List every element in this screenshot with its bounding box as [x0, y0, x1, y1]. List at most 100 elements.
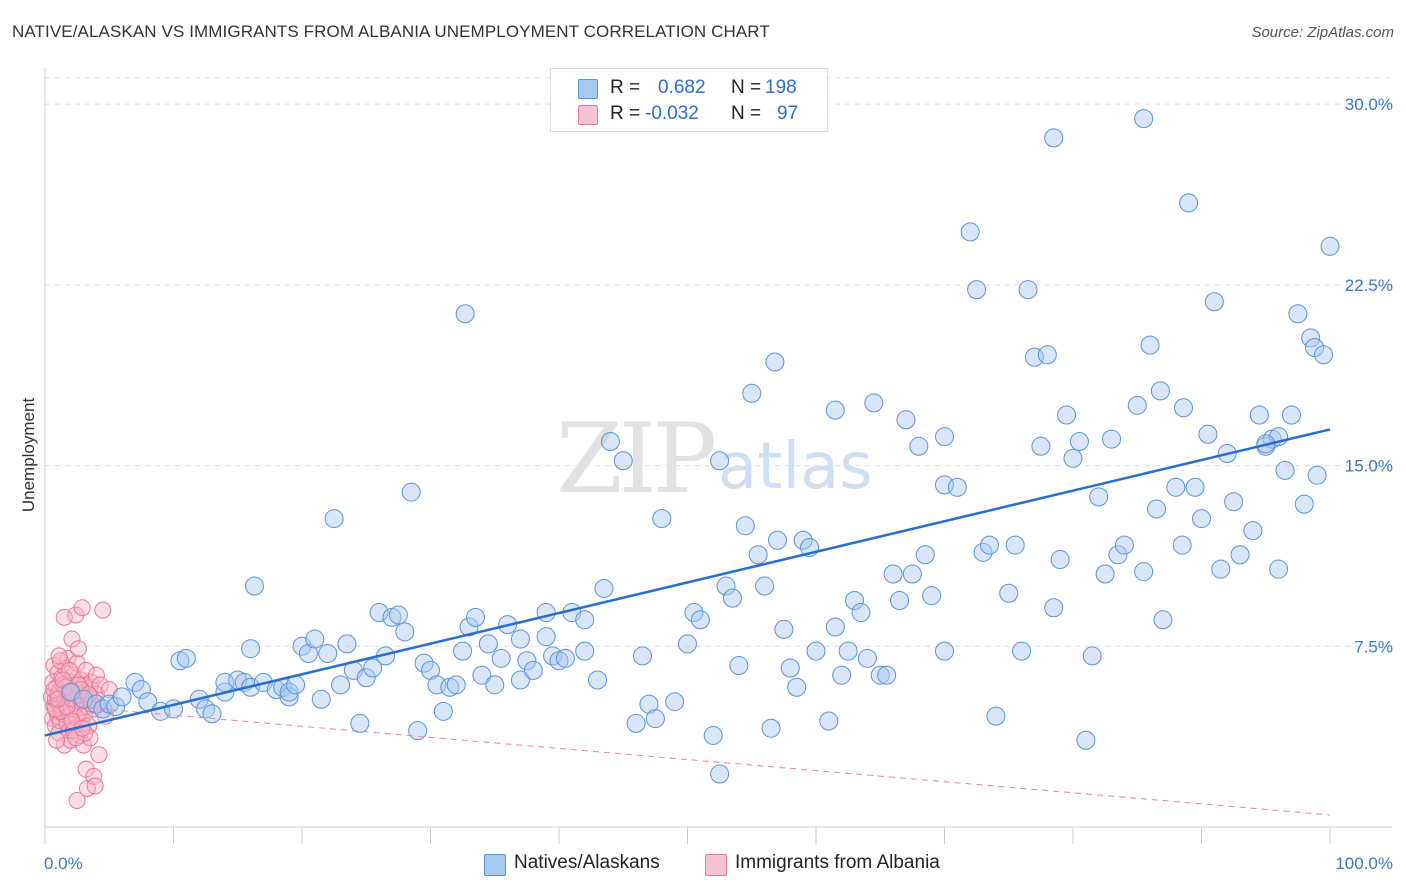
- blue-data-point: [845, 591, 865, 611]
- blue-data-point: [485, 675, 505, 695]
- blue-data-point: [331, 675, 351, 695]
- blue-data-point: [909, 436, 929, 456]
- blue-data-point: [279, 687, 299, 707]
- blue-data-point: [1134, 109, 1154, 129]
- blue-data-point: [1089, 487, 1109, 507]
- blue-data-point: [1294, 494, 1314, 514]
- blue-data-point: [678, 634, 697, 654]
- blue-data-point: [112, 687, 132, 707]
- blue-data-point: [710, 764, 730, 784]
- blue-data-point: [575, 610, 595, 630]
- blue-data-point: [1224, 492, 1244, 512]
- blue-data-point: [1108, 545, 1128, 565]
- blue-data-point: [864, 393, 884, 413]
- blue-data-point: [787, 677, 807, 697]
- blue-data-point: [633, 646, 653, 666]
- blue-data-point: [472, 665, 492, 685]
- pink-data-point: [86, 777, 104, 795]
- legend-swatch-blue: [578, 79, 598, 99]
- blue-data-point: [305, 629, 325, 649]
- blue-data-point: [1063, 448, 1083, 468]
- blue-data-point: [1057, 405, 1077, 425]
- blue-data-point: [510, 629, 530, 649]
- blue-data-point: [1082, 646, 1102, 666]
- blue-data-point: [935, 641, 954, 661]
- trend-lines: [44, 428, 1331, 816]
- blue-data-point: [947, 477, 967, 497]
- blue-data-point: [960, 222, 980, 242]
- blue-data-point: [1249, 405, 1269, 425]
- y-tick-label: 30.0%: [1345, 95, 1393, 114]
- blue-data-point: [446, 675, 466, 695]
- chart-title: NATIVE/ALASKAN VS IMMIGRANTS FROM ALBANI…: [12, 22, 770, 41]
- blue-data-point: [1147, 499, 1167, 519]
- blue-data-point: [1192, 509, 1211, 529]
- pink-data-point: [63, 630, 81, 648]
- blue-data-point: [1134, 562, 1154, 582]
- blue-data-point: [1050, 550, 1070, 570]
- bottom-legend-label: Natives/Alaskans: [514, 852, 660, 873]
- blue-data-point: [106, 697, 126, 717]
- legend-n-value: 97: [777, 103, 799, 124]
- blue-data-point: [870, 665, 890, 685]
- blue-data-point: [986, 706, 1006, 726]
- x-tick-label: 0.0%: [44, 854, 83, 873]
- blue-data-point: [241, 639, 261, 659]
- blue-data-point: [832, 665, 852, 685]
- blue-data-point: [1288, 304, 1308, 324]
- blue-trend-line: [44, 428, 1331, 737]
- blue-data-point: [1307, 465, 1327, 485]
- pink-data-point: [69, 640, 87, 658]
- blue-data-point: [1005, 535, 1025, 555]
- blue-data-point: [1211, 559, 1231, 579]
- pink-data-point: [67, 729, 85, 747]
- blue-data-point: [1012, 641, 1032, 661]
- blue-data-point: [973, 542, 993, 562]
- blue-data-point: [1127, 395, 1147, 415]
- blue-data-point: [363, 658, 383, 678]
- legend-n-label: N =: [731, 77, 762, 98]
- blue-data-point: [1301, 328, 1321, 348]
- blue-data-point: [722, 588, 742, 608]
- watermark-atlas: atlas: [718, 430, 873, 504]
- blue-data-point: [555, 648, 575, 668]
- blue-data-point: [388, 605, 408, 625]
- blue-data-point: [1153, 610, 1173, 630]
- legend-r-value: -0.032: [645, 103, 699, 124]
- pink-trend-line: [44, 703, 1331, 816]
- blue-data-point: [465, 607, 485, 627]
- blue-data-point: [1095, 564, 1115, 584]
- blue-data-point: [202, 704, 222, 724]
- blue-data-point: [1140, 335, 1160, 355]
- blue-data-point: [311, 689, 331, 709]
- blue-data-point: [999, 583, 1019, 603]
- blue-data-point: [665, 692, 685, 712]
- blue-data-point: [318, 644, 338, 664]
- blue-data-point: [337, 634, 357, 654]
- source-credit: Source: ZipAtlas.com: [1251, 24, 1394, 41]
- blue-data-point: [1281, 405, 1301, 425]
- blue-data-point: [1044, 128, 1064, 148]
- blue-data-point: [279, 682, 299, 702]
- blue-data-point: [652, 509, 672, 529]
- blue-data-point: [761, 718, 781, 738]
- legend-row-albania: R = -0.032 N = 97: [551, 101, 827, 127]
- pink-data-point: [87, 666, 105, 684]
- blue-data-point: [806, 641, 826, 661]
- blue-data-point: [455, 304, 475, 324]
- blue-data-point: [935, 427, 954, 447]
- legend-r-value: 0.682: [658, 77, 706, 98]
- blue-data-point: [639, 694, 659, 714]
- blue-data-point: [1069, 431, 1089, 451]
- blue-data-point: [1114, 535, 1134, 555]
- blue-data-point: [626, 713, 646, 733]
- blue-data-point: [196, 699, 216, 719]
- blue-data-point: [742, 383, 762, 403]
- blue-data-point: [1018, 280, 1038, 300]
- blue-data-point: [408, 721, 428, 741]
- blue-data-point: [877, 665, 897, 685]
- blue-data-point: [1198, 424, 1218, 444]
- blue-data-point: [883, 564, 903, 584]
- blue-data-point: [575, 641, 595, 661]
